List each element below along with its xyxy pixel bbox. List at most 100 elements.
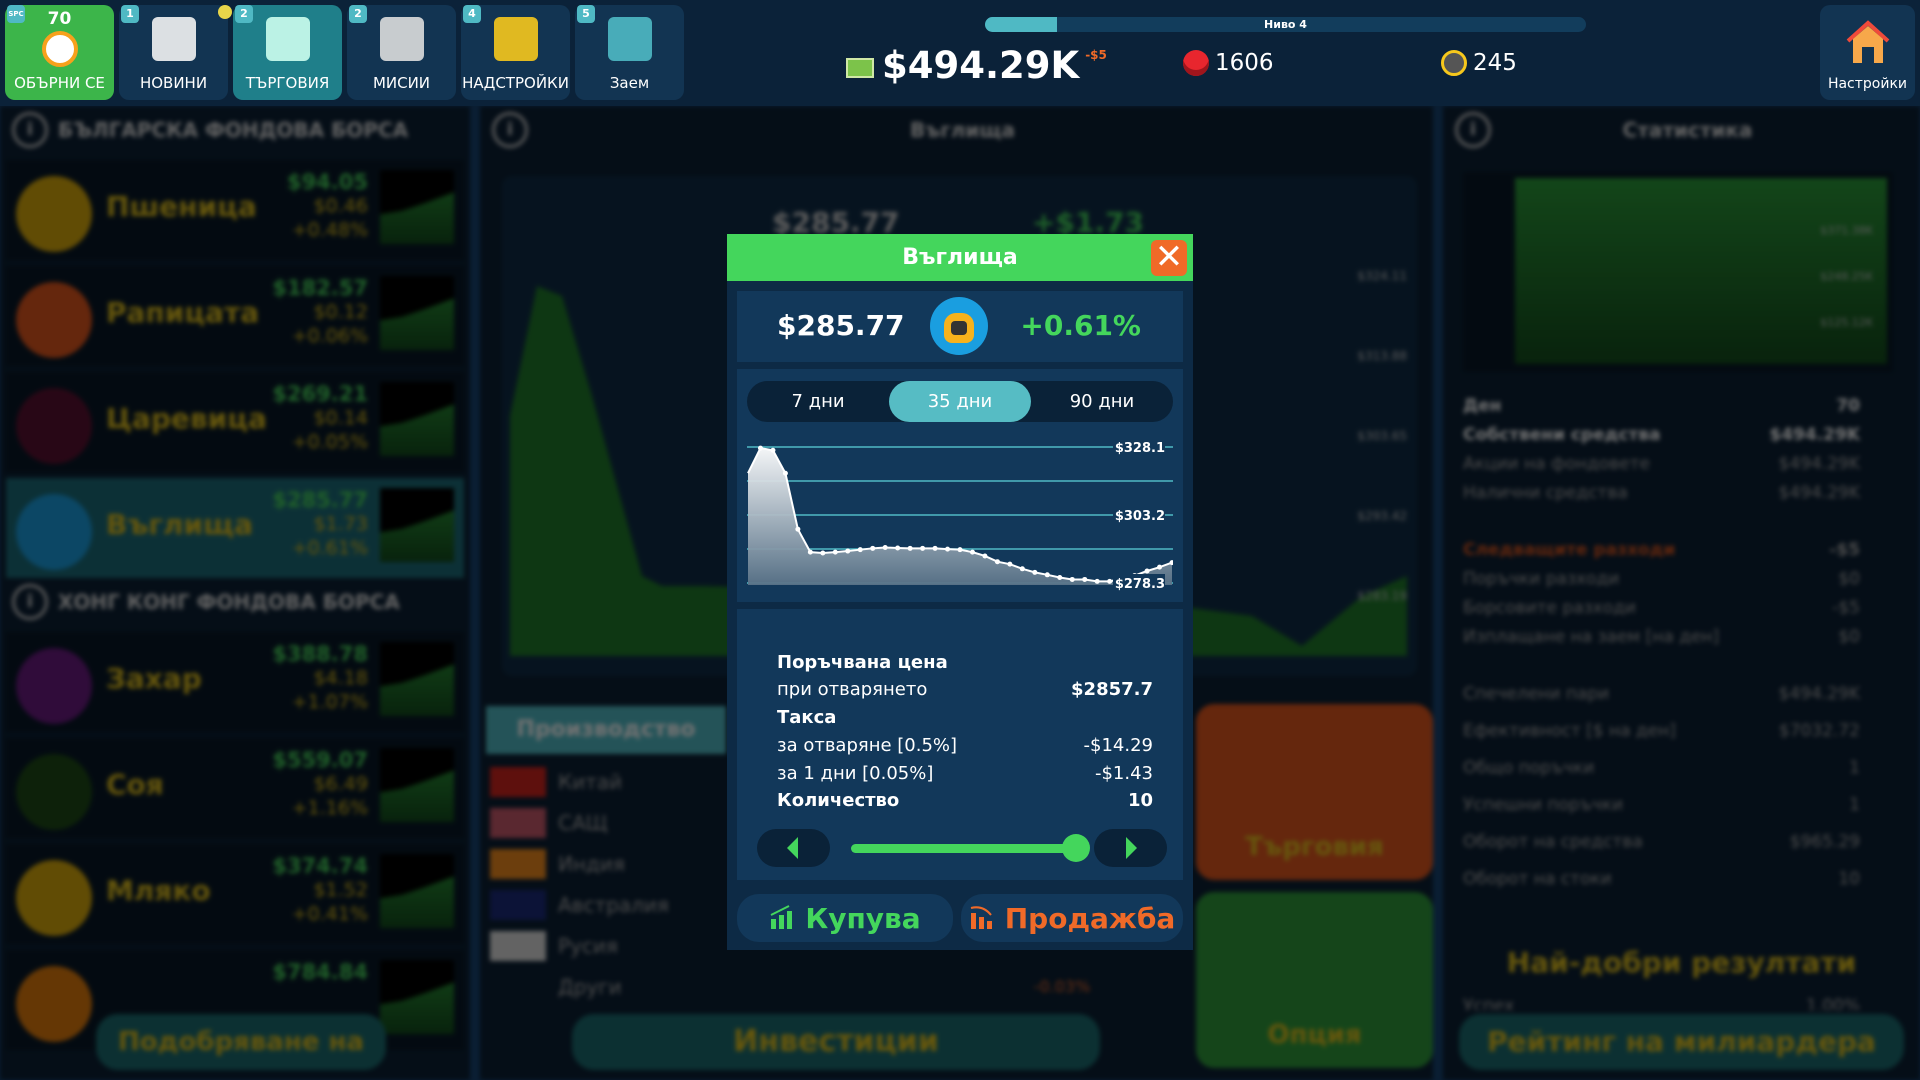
stat-label: Собствени средства xyxy=(1463,425,1661,445)
current-price: $285.77 xyxy=(777,309,905,342)
slider-handle[interactable] xyxy=(1061,834,1090,862)
increase-button[interactable] xyxy=(1094,829,1167,867)
commodity-icon xyxy=(16,494,92,570)
info-icon[interactable]: i xyxy=(12,584,48,620)
trade-card[interactable]: Търговия xyxy=(1196,704,1433,880)
commodity-change: +$1.73 xyxy=(1032,206,1145,239)
notification-dot xyxy=(218,5,232,19)
stock-row[interactable]: Захар $388.78 $4.18 +1.07% xyxy=(6,632,464,732)
stock-row[interactable]: Царевица $269.21 $0.14 +0.05% xyxy=(6,372,464,472)
gold-count: 1606 xyxy=(1215,50,1274,76)
country-row: Китай xyxy=(490,761,1090,802)
bar-chart-up-icon xyxy=(770,905,793,929)
stat-label: Налични средства xyxy=(1463,483,1628,503)
open-fee-value: -$14.29 xyxy=(1083,735,1153,756)
stock-change: $1.73 xyxy=(313,513,368,535)
stat-value: $0 xyxy=(1838,627,1860,647)
stat-row: Поръчки разходи $0 xyxy=(1443,569,1920,598)
stock-values: $374.74 $1.52 +0.41% xyxy=(272,854,368,926)
tile-clock[interactable]: SPC 70 ОБЪРНИ СЕ xyxy=(5,5,114,100)
stat-label: Успешни поръчки xyxy=(1463,795,1624,815)
price-point xyxy=(870,545,876,551)
tab-7-days[interactable]: 7 дни xyxy=(791,391,845,412)
tile-rocket[interactable]: 2 МИСИИ xyxy=(347,5,456,100)
tile-news[interactable]: 1 НОВИНИ xyxy=(119,5,232,100)
stat-value: -$5 xyxy=(1832,598,1860,618)
price-point xyxy=(1069,576,1075,582)
flag-icon xyxy=(490,972,546,1002)
tile-chart[interactable]: 2 ТЪРГОВИЯ xyxy=(233,5,342,100)
stock-values: $94.05 $0.46 +0.48% xyxy=(287,170,368,242)
trade-dialog: Въглища ✕ $285.77 +0.61% 7 дни 35 дни 90 д… xyxy=(727,234,1193,950)
stat-label: Следващите разходи xyxy=(1463,540,1676,560)
stock-values: $784.84 xyxy=(272,960,368,984)
price-point xyxy=(1007,561,1013,567)
tile-desk[interactable]: 4 НАДСТРОЙКИ xyxy=(461,5,570,100)
stock-row[interactable]: $784.84 xyxy=(6,950,464,1050)
decrease-button[interactable] xyxy=(757,829,830,867)
statistics-title: Статистика xyxy=(1622,118,1753,142)
stock-price: $182.57 xyxy=(272,276,368,300)
stock-price: $559.07 xyxy=(272,748,368,772)
tab-90-days[interactable]: 90 дни xyxy=(1069,391,1135,412)
settings-button[interactable]: Настройки xyxy=(1820,5,1915,100)
price-point xyxy=(770,447,776,453)
tile-label: МИСИИ xyxy=(372,74,431,92)
stock-price: $388.78 xyxy=(272,642,368,666)
quantity-slider[interactable] xyxy=(851,844,1077,853)
stock-row[interactable]: Въглища $285.77 $1.73 +0.61% xyxy=(6,478,464,578)
stock-row[interactable]: Рапицата $182.57 $0.12 +0.06% xyxy=(6,266,464,366)
billionaire-rating-button[interactable]: Рейтинг на милиардера xyxy=(1459,1014,1904,1070)
country-name: Други xyxy=(558,974,622,999)
price-point xyxy=(932,545,938,551)
level-progress-bar: Ниво 4 xyxy=(985,17,1586,32)
info-icon[interactable]: i xyxy=(12,112,48,148)
level-label: Ниво 4 xyxy=(1264,18,1307,31)
y-tick-label: $303.2 xyxy=(1115,509,1165,524)
stock-row[interactable]: Пшеница $94.05 $0.46 +0.48% xyxy=(6,160,464,260)
chart-label: $371.38K xyxy=(1820,224,1873,237)
day-counter: 70 xyxy=(47,9,72,29)
upgrade-button[interactable]: Подобряване на xyxy=(96,1014,386,1070)
axis-label: $313.88 xyxy=(1357,349,1407,363)
sparkline xyxy=(380,854,454,928)
info-icon[interactable]: i xyxy=(1455,112,1491,148)
change-percent: +0.61% xyxy=(1020,309,1141,342)
stat-value: $494.29K xyxy=(1769,425,1860,445)
commodity-icon xyxy=(16,388,92,464)
tile-label: НАДСТРОЙКИ xyxy=(462,74,569,92)
price-chart-box: 7 дни 35 дни 90 дни $328.1 $303.2 $278.3 xyxy=(737,369,1183,602)
price-point xyxy=(1144,568,1150,574)
dialog-header: Въглища xyxy=(727,234,1193,281)
axis-label: $283.19 xyxy=(1357,589,1407,603)
stock-row[interactable]: Соя $559.07 $6.49 +1.16% xyxy=(6,738,464,838)
stock-values: $182.57 $0.12 +0.06% xyxy=(272,276,368,348)
sparkline xyxy=(380,276,454,350)
investments-button[interactable]: Инвестиции xyxy=(572,1014,1100,1070)
stock-price: $269.21 xyxy=(272,382,368,406)
commodity-area-chart xyxy=(510,286,1407,656)
sell-button[interactable]: Продажба xyxy=(961,894,1183,942)
close-button[interactable]: ✕ xyxy=(1151,240,1187,276)
stock-row[interactable]: Мляко $374.74 $1.52 +0.41% xyxy=(6,844,464,944)
tile-badge: 4 xyxy=(463,5,481,23)
option-card[interactable]: Опция xyxy=(1196,892,1433,1068)
price-point xyxy=(795,526,801,532)
tab-35-days[interactable]: 35 дни xyxy=(889,381,1031,422)
country-percent: -0.03% xyxy=(1033,977,1091,996)
stock-percent: +0.61% xyxy=(291,537,368,559)
desk-icon xyxy=(493,17,538,61)
info-icon[interactable]: i xyxy=(492,112,528,148)
order-price-label: Поръчвана цена xyxy=(777,652,948,673)
home-icon xyxy=(1846,20,1889,63)
stock-name: Рапицата xyxy=(106,296,260,329)
stock-percent: +0.41% xyxy=(291,903,368,925)
arrow-right-icon xyxy=(1126,837,1137,859)
buy-button[interactable]: Купува xyxy=(737,894,953,942)
tile-loan[interactable]: 5 Заем xyxy=(575,5,684,100)
period-tabs: 7 дни 35 дни 90 дни xyxy=(747,381,1173,422)
day-fee-label: за 1 дни [0.05%] xyxy=(777,763,934,784)
fee-label: Такса xyxy=(777,707,837,728)
stock-name: Захар xyxy=(106,662,202,695)
price-point xyxy=(895,545,901,551)
